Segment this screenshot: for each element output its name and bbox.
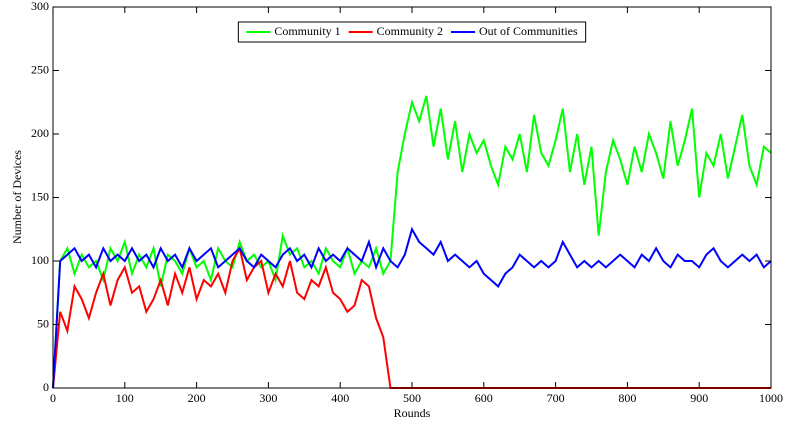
series-line — [52, 95, 772, 389]
y-tick-label: 150 — [31, 189, 49, 203]
plot-frame — [52, 6, 772, 389]
x-tick-label: 200 — [188, 391, 206, 405]
x-tick-label: 300 — [259, 391, 277, 405]
x-tick-label: 600 — [475, 391, 493, 405]
x-axis-label: Rounds — [394, 406, 431, 420]
y-tick-label: 200 — [31, 126, 49, 140]
x-tick-label: 900 — [690, 391, 708, 405]
x-tick-label: 100 — [116, 391, 134, 405]
y-tick-label: 0 — [43, 380, 49, 394]
x-tick-label: 400 — [331, 391, 349, 405]
x-tick-label: 700 — [547, 391, 565, 405]
legend-label: Out of Communities — [479, 24, 578, 38]
legend-box — [237, 21, 587, 43]
x-tick-label: 500 — [403, 391, 421, 405]
x-tick-label: 1000 — [759, 391, 783, 405]
y-tick-label: 250 — [31, 62, 49, 76]
y-axis-label: Number of Devices — [10, 150, 24, 244]
legend: Community 1 Community 2 Out of Communities — [237, 21, 587, 43]
y-tick-label: 300 — [31, 0, 49, 13]
series-line — [52, 226, 772, 389]
legend-label: Community 1 — [274, 24, 340, 38]
x-tick-label: 0 — [50, 391, 56, 405]
x-tick-label: 800 — [618, 391, 636, 405]
y-tick-label: 50 — [37, 316, 49, 330]
legend-label: Community 2 — [377, 24, 443, 38]
series-line — [52, 245, 771, 389]
y-tick-label: 100 — [31, 253, 49, 267]
